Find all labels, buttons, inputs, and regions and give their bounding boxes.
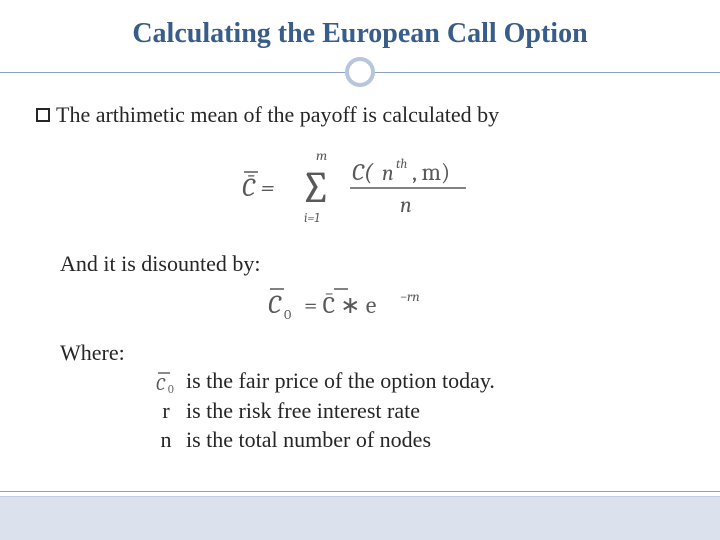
where-sym-c0: C 0 (146, 366, 186, 396)
f1-lhs: C̄ = (242, 173, 275, 203)
formula-mean: C̄ = m ∑ i=1 C( n th , m) n (36, 142, 684, 231)
bullet-line-1: The arthimetic mean of the payoff is cal… (36, 102, 684, 128)
where-def-r: is the risk free interest rate (186, 396, 420, 426)
line-discounted: And it is disounted by: (60, 251, 684, 277)
slide-title: Calculating the European Call Option (36, 18, 684, 50)
where-row-r: r is the risk free interest rate (146, 396, 684, 426)
title-divider (36, 56, 684, 90)
where-row-n: n is the total number of nodes (146, 425, 684, 455)
footer-band (0, 496, 720, 540)
where-label: Where: (60, 340, 684, 366)
f2-lhs-base: C (268, 290, 282, 320)
where-def-c0: is the fair price of the option today. (186, 366, 495, 396)
f1-sum-lower: i=1 (304, 211, 319, 226)
formula-discount: C 0 = C̄ ∗ e −rn (36, 283, 684, 328)
where-row-c0: C 0 is the fair price of the option toda… (146, 366, 684, 396)
f1-num-exp: th (396, 157, 407, 172)
f2-eq: = C̄ ∗ e (304, 291, 377, 319)
where-sym-n: n (146, 425, 186, 455)
footer-rule (0, 491, 720, 492)
where-sym-r: r (146, 396, 186, 426)
where-def-n: is the total number of nodes (186, 425, 431, 455)
f1-num-right: , m) (412, 158, 450, 186)
f1-den: n (400, 192, 412, 218)
f1-num-base: n (382, 160, 394, 186)
f1-num-left: C( (352, 158, 374, 186)
svg-text:0: 0 (168, 383, 174, 394)
sigma-icon: ∑ (300, 162, 331, 213)
bullet-icon (36, 108, 50, 122)
f2-lhs-sub: 0 (284, 306, 291, 323)
bullet-text-1: The arthimetic mean of the payoff is cal… (56, 102, 499, 128)
svg-text:C: C (156, 374, 166, 394)
f2-exp: −rn (400, 288, 420, 305)
title-accent-circle (345, 57, 375, 87)
